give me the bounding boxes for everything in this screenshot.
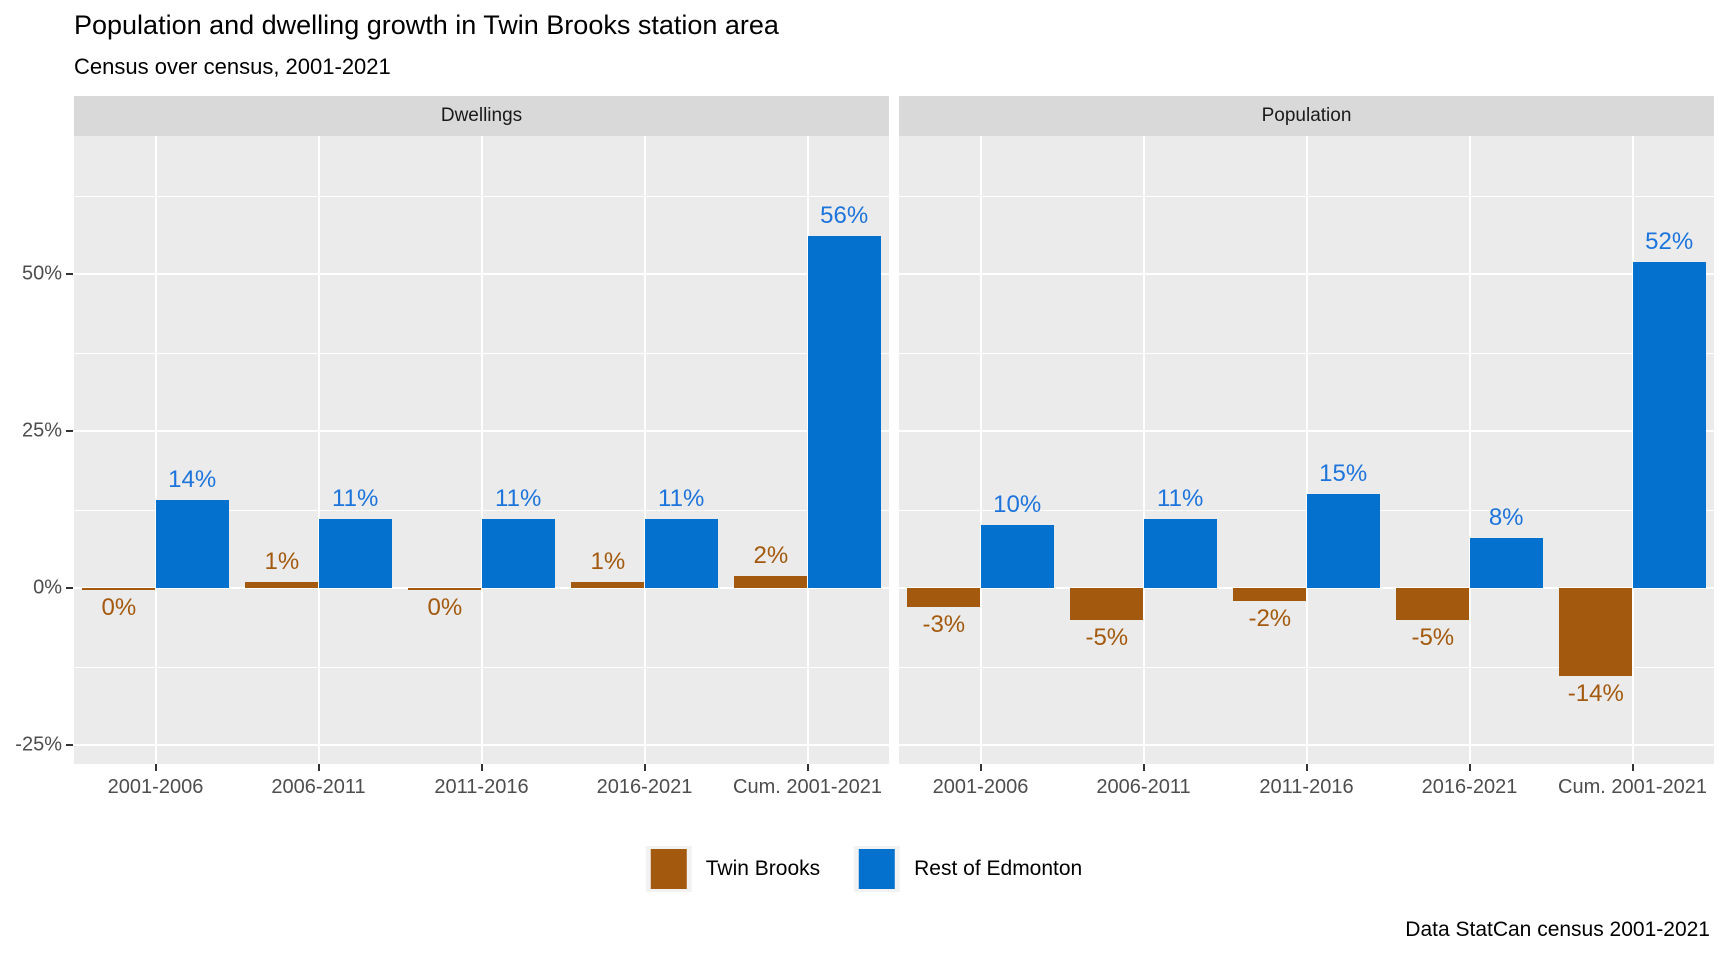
x-tick-label: Cum. 2001-2021 [1558,776,1707,798]
y-tick-label: 50% [21,262,62,285]
x-tick-label: Cum. 2001-2021 [733,776,882,798]
x-tick-mark [1142,764,1145,771]
legend-item-twin-brooks: Twin Brooks [645,846,821,892]
bar-value-label: -5% [1085,623,1129,651]
bar-value-label: 8% [1488,503,1524,531]
facet-dwellings: Dwellings 0% 1% 0% 1% 2% 14% 11% 11% 11% 56% 2001-2… [74,96,889,806]
bar-value-label: 0% [427,594,463,622]
bar-rest-of-edmonton [481,519,555,589]
y-tick-label: 25% [21,419,62,442]
legend-key [645,846,692,892]
bar-rest-of-edmonton [1632,261,1706,589]
x-tick-label: 2016-2021 [1421,776,1518,798]
facet-panels: Dwellings 0% 1% 0% 1% 2% 14% 11% 11% 11% 56% 2001-2… [74,96,1714,806]
bar-twin-brooks [907,588,981,607]
legend-swatch-icon [650,849,687,889]
x-tick-mark [317,764,320,771]
bar-twin-brooks [1396,588,1470,620]
vertical-gridline [480,136,483,764]
y-tick-mark [66,587,73,590]
legend-label: Twin Brooks [705,857,821,880]
bar-value-label: -5% [1411,623,1455,651]
bar-value-label: 1% [264,547,300,575]
x-tick-label: 2011-2016 [434,776,529,798]
x-tick-mark [1468,764,1471,771]
bar-rest-of-edmonton [644,519,718,589]
vertical-gridline [979,136,982,764]
plot-panel: -3% -5% -2% -5% -14% 10% 11% 15% 8% 52% [899,136,1714,764]
vertical-gridline [643,136,646,764]
bar-twin-brooks [571,581,645,589]
chart-caption: Data StatCan census 2001-2021 [1405,918,1710,941]
x-axis: 2001-2006 2006-2011 2011-2016 2016-2021 Cum.… [899,764,1714,806]
y-tick-mark [66,273,73,276]
y-tick-label: -25% [15,733,62,756]
y-tick-label: 0% [33,576,62,599]
legend-item-rest-of-edmonton: Rest of Edmonton [854,846,1082,892]
x-tick-label: 2011-2016 [1259,776,1354,798]
x-tick-label: 2001-2006 [932,776,1029,798]
x-tick-label: 2006-2011 [1096,776,1191,798]
bar-value-label: 0% [101,594,137,622]
bar-rest-of-edmonton [980,525,1054,589]
x-tick-label: 2006-2011 [271,776,366,798]
y-tick-mark [66,430,73,433]
plot-panel: 0% 1% 0% 1% 2% 14% 11% 11% 11% 56% [74,136,889,764]
x-tick-mark [979,764,982,771]
y-tick-mark [66,744,73,747]
legend: Twin Brooks Rest of Edmonton [645,846,1082,892]
bar-rest-of-edmonton [155,500,229,589]
facet-strip-label: Dwellings [74,96,889,136]
bar-twin-brooks [734,575,808,589]
bar-rest-of-edmonton [318,519,392,589]
x-tick-label: 2001-2006 [107,776,204,798]
x-tick-mark [154,764,157,771]
bar-value-label: 11% [658,485,705,513]
bar-value-label: 11% [1157,485,1204,513]
vertical-gridline [1468,136,1471,764]
legend-label: Rest of Edmonton [914,857,1083,880]
bar-value-label: 14% [168,466,217,494]
x-tick-mark [1305,764,1308,771]
x-tick-mark [1631,764,1634,771]
x-axis: 2001-2006 2006-2011 2011-2016 2016-2021 Cum.… [74,764,889,806]
facet-strip-label: Population [899,96,1714,136]
bar-value-label: 2% [753,541,789,569]
bar-rest-of-edmonton [1469,537,1543,589]
bar-rest-of-edmonton [807,236,881,589]
bar-twin-brooks [1070,588,1144,620]
bar-twin-brooks [408,588,482,591]
bar-rest-of-edmonton [1306,493,1380,589]
bar-value-label: 56% [820,202,869,230]
chart-title: Population and dwelling growth in Twin B… [74,10,779,40]
x-tick-mark [643,764,646,771]
x-tick-label: 2016-2021 [596,776,693,798]
chart-subtitle: Census over census, 2001-2021 [74,54,391,79]
bar-twin-brooks [82,588,156,591]
legend-key [854,846,901,892]
vertical-gridline [1305,136,1308,764]
bar-value-label: 52% [1645,227,1694,255]
bar-twin-brooks [245,581,319,589]
vertical-gridline [317,136,320,764]
bar-value-label: -2% [1248,604,1292,632]
bar-value-label: 11% [332,485,379,513]
legend-swatch-icon [859,849,896,889]
bar-value-label: 10% [993,491,1042,519]
bar-value-label: 11% [495,485,542,513]
bar-twin-brooks [1559,588,1633,677]
vertical-gridline [1142,136,1145,764]
bar-rest-of-edmonton [1143,519,1217,589]
vertical-gridline [154,136,157,764]
bar-value-label: -3% [922,611,966,638]
bar-value-label: 1% [590,547,626,575]
facet-population: Population -3% -5% -2% -5% -14% 10% 11% 15% 8% 52%… [899,96,1714,806]
x-tick-mark [806,764,809,771]
bar-value-label: 15% [1319,459,1368,487]
bar-twin-brooks [1233,588,1307,601]
x-tick-mark [480,764,483,771]
bar-value-label: -14% [1567,680,1624,708]
